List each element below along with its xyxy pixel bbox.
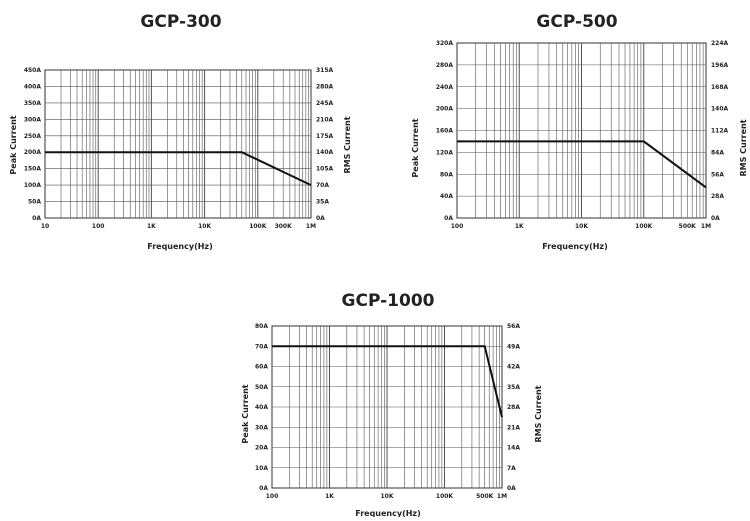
- x-tick-label: 10K: [575, 223, 588, 230]
- y2-tick-label: 35A: [507, 384, 520, 391]
- chart-title: GCP-500: [536, 12, 617, 32]
- y2-tick-label: 49A: [507, 343, 520, 350]
- x-axis-label: Frequency(Hz): [542, 242, 608, 251]
- y-tick-label: 40A: [255, 404, 268, 411]
- y-tick-label: 150A: [24, 166, 42, 173]
- y-tick-label: 450A: [24, 67, 42, 74]
- x-axis-label: Frequency(Hz): [147, 242, 213, 251]
- y2-tick-label: 7A: [507, 465, 516, 472]
- x-tick-label: 300K: [275, 223, 293, 230]
- x-tick-label: 100K: [249, 223, 267, 230]
- x-tick-label: 10K: [381, 493, 394, 500]
- y-tick-label: 30A: [255, 424, 268, 431]
- y2-tick-label: 175A: [316, 133, 334, 140]
- y-tick-label: 10A: [255, 465, 268, 472]
- y-tick-label: 0A: [259, 485, 268, 492]
- y-tick-label: 400A: [24, 83, 42, 90]
- y2-tick-label: 112A: [711, 128, 729, 135]
- y2-tick-label: 84A: [711, 149, 724, 156]
- y2-tick-label: 0A: [507, 485, 516, 492]
- y2-tick-label: 0A: [711, 215, 720, 222]
- y2-tick-label: 56A: [507, 323, 520, 330]
- y2-tick-label: 35A: [316, 199, 329, 206]
- y-tick-label: 320A: [436, 40, 454, 47]
- x-tick-label: 10K: [198, 223, 211, 230]
- x-tick-label: 1M: [497, 493, 507, 500]
- y-tick-label: 250A: [24, 133, 42, 140]
- chart-gcp-300: GCP-300 Peak Current RMS Current Frequen…: [9, 12, 352, 251]
- y-tick-label: 50A: [28, 199, 41, 206]
- chart-title: GCP-1000: [342, 291, 435, 311]
- y-axis-label-left: Peak Current: [411, 118, 420, 177]
- y-tick-label: 20A: [255, 445, 268, 452]
- y2-tick-label: 21A: [507, 424, 520, 431]
- y2-tick-label: 56A: [711, 171, 724, 178]
- y2-tick-label: 196A: [711, 62, 729, 69]
- y2-tick-label: 245A: [316, 100, 334, 107]
- x-tick-label: 100K: [635, 223, 653, 230]
- y-axis-label-left: Peak Current: [241, 384, 250, 443]
- x-tick-label: 1K: [515, 223, 524, 230]
- y-tick-label: 50A: [255, 384, 268, 391]
- y-tick-label: 80A: [255, 323, 268, 330]
- x-tick-label: 100K: [436, 493, 454, 500]
- y-tick-label: 40A: [440, 193, 453, 200]
- y-tick-label: 160A: [436, 128, 454, 135]
- plot-area: [45, 70, 311, 218]
- y-tick-label: 280A: [436, 62, 454, 69]
- x-tick-label: 1M: [306, 223, 316, 230]
- y-axis-label-left: Peak Current: [9, 115, 18, 174]
- x-tick-label: 1M: [701, 223, 711, 230]
- x-tick-label: 1K: [147, 223, 156, 230]
- y2-tick-label: 140A: [316, 149, 334, 156]
- y-tick-label: 70A: [255, 343, 268, 350]
- y2-tick-label: 28A: [711, 193, 724, 200]
- y-axis-label-right: RMS Current: [343, 116, 352, 173]
- x-axis-label: Frequency(Hz): [355, 509, 421, 517]
- y2-tick-label: 280A: [316, 83, 334, 90]
- x-tick-label: 100: [266, 493, 279, 500]
- y-axis-label-right: RMS Current: [534, 385, 543, 442]
- y-tick-label: 350A: [24, 100, 42, 107]
- y2-tick-label: 28A: [507, 404, 520, 411]
- y-tick-label: 240A: [436, 84, 454, 91]
- y2-tick-label: 0A: [316, 215, 325, 222]
- x-tick-label: 100: [92, 223, 105, 230]
- y-tick-label: 100A: [24, 182, 42, 189]
- chart-title: GCP-300: [140, 12, 221, 32]
- y-tick-label: 300A: [24, 116, 42, 123]
- x-tick-label: 500K: [476, 493, 494, 500]
- y2-tick-label: 105A: [316, 166, 334, 173]
- y2-tick-label: 42A: [507, 364, 520, 371]
- y-tick-label: 200A: [436, 106, 454, 113]
- x-tick-label: 1K: [325, 493, 334, 500]
- y2-tick-label: 224A: [711, 40, 729, 47]
- y2-tick-label: 140A: [711, 106, 729, 113]
- y-axis-label-right: RMS Current: [739, 119, 748, 176]
- x-tick-label: 10: [41, 223, 49, 230]
- chart-gcp-500: GCP-500 Peak Current RMS Current Frequen…: [411, 12, 748, 251]
- y-tick-label: 60A: [255, 364, 268, 371]
- y2-tick-label: 14A: [507, 445, 520, 452]
- x-tick-label: 500K: [679, 223, 697, 230]
- y2-tick-label: 210A: [316, 116, 334, 123]
- y-tick-label: 80A: [440, 171, 453, 178]
- y-tick-label: 120A: [436, 149, 454, 156]
- chart-gcp-1000: GCP-1000 Peak Current RMS Current Freque…: [241, 291, 543, 517]
- y2-tick-label: 315A: [316, 67, 334, 74]
- y-tick-label: 200A: [24, 149, 42, 156]
- y-tick-label: 0A: [444, 215, 453, 222]
- y2-tick-label: 168A: [711, 84, 729, 91]
- x-tick-label: 100: [451, 223, 464, 230]
- y-tick-label: 0A: [32, 215, 41, 222]
- y2-tick-label: 70A: [316, 182, 329, 189]
